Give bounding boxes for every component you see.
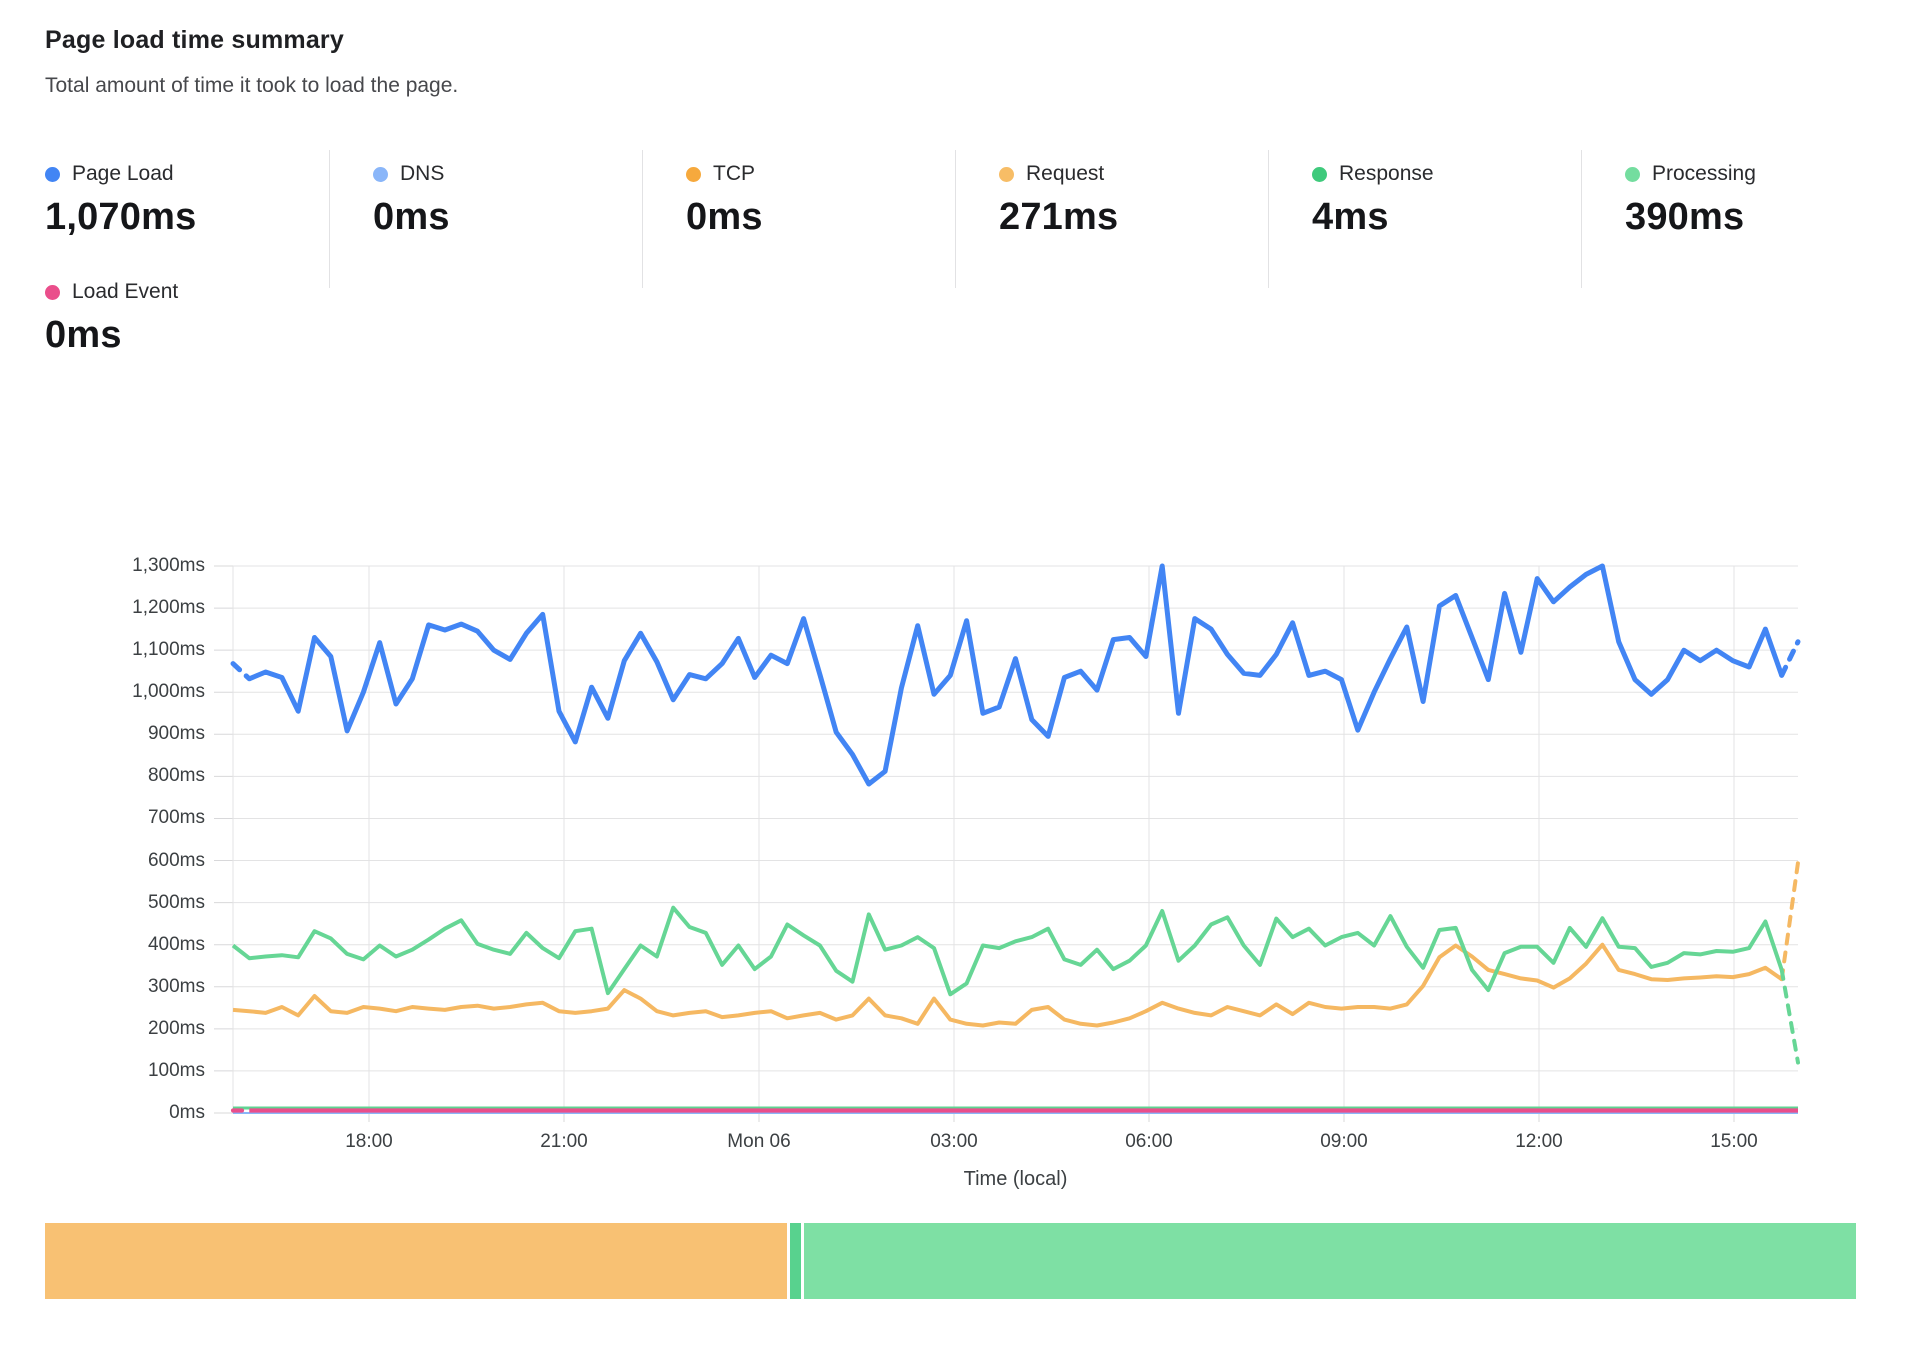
tcp-legend-dot-icon <box>686 166 701 182</box>
stat-value: 4ms <box>1312 196 1389 238</box>
stat-label: Response <box>1339 162 1434 185</box>
stat-column-response: Response 4ms <box>1268 150 1581 288</box>
stat-label: Processing <box>1652 162 1756 185</box>
stat-label: Load Event <box>72 280 179 303</box>
page-title: Page load time summary <box>45 26 344 54</box>
status-bar-segment-processing-share <box>804 1223 1856 1299</box>
stat-label: Request <box>1026 162 1105 185</box>
stat-value: 0ms <box>373 196 450 238</box>
series-processing-trail-dash <box>1779 967 1800 1065</box>
x-axis-tick-label: 15:00 <box>1710 1131 1758 1152</box>
processing-legend-dot-icon <box>1625 166 1640 182</box>
y-axis-tick-label: 700ms <box>147 807 205 829</box>
stat-column-request: Request 271ms <box>955 150 1268 288</box>
stat-value: 271ms <box>999 196 1119 238</box>
series-page-load-lead-dash <box>230 661 252 682</box>
y-axis-tick-label: 0ms <box>169 1102 205 1123</box>
x-axis-title: Time (local) <box>963 1168 1068 1190</box>
series-page-load-line <box>248 563 1785 787</box>
y-axis-tick-label: 1,000ms <box>132 681 205 703</box>
series-request-trail-dash <box>1779 860 1800 982</box>
stat-label: Page Load <box>72 162 174 185</box>
status-bar-segment-status-divider <box>790 1223 801 1299</box>
y-axis-tick-label: 900ms <box>147 723 205 745</box>
y-axis-tick-label: 300ms <box>147 975 205 997</box>
stat-column-tcp: TCP 0ms <box>642 150 955 288</box>
stats-row-secondary: Load Event 0ms <box>45 280 178 357</box>
x-axis-tick-label: 03:00 <box>930 1131 978 1152</box>
status-bar-segment-request-share <box>45 1223 787 1299</box>
y-axis-tick-label: 1,300ms <box>132 555 205 576</box>
y-axis-tick-label: 1,100ms <box>132 639 205 661</box>
stat-column-load-event: Load Event 0ms <box>45 280 178 357</box>
x-axis-tick-label: 18:00 <box>345 1131 393 1152</box>
x-axis-tick-label: Mon 06 <box>727 1131 791 1152</box>
load-event-legend-dot-icon <box>45 284 60 300</box>
response-legend-dot-icon <box>1312 166 1327 182</box>
y-axis-tick-label: 500ms <box>147 891 205 913</box>
y-axis-tick-label: 100ms <box>147 1059 205 1081</box>
y-axis-tick-label: 400ms <box>147 933 205 955</box>
stat-value: 390ms <box>1625 196 1745 238</box>
stat-value: 1,070ms <box>45 196 197 238</box>
y-axis-tick-label: 200ms <box>147 1017 205 1039</box>
y-axis-tick-label: 1,200ms <box>132 597 205 619</box>
stat-column-processing: Processing 390ms <box>1581 150 1871 288</box>
request-legend-dot-icon <box>999 166 1014 182</box>
x-axis-tick-label: 09:00 <box>1320 1131 1368 1152</box>
stat-column-dns: DNS 0ms <box>329 150 642 288</box>
stat-column-page-load: Page Load 1,070ms <box>45 150 329 288</box>
status-bar <box>45 1223 1856 1299</box>
y-axis-tick-label: 800ms <box>147 765 205 787</box>
x-axis-tick-label: 21:00 <box>540 1131 588 1152</box>
stat-label: TCP <box>713 162 755 185</box>
x-axis-tick-label: 06:00 <box>1125 1131 1173 1152</box>
stat-value: 0ms <box>45 314 122 356</box>
y-axis-tick-label: 600ms <box>147 849 205 871</box>
page-subtitle: Total amount of time it took to load the… <box>45 74 459 97</box>
stat-label: DNS <box>400 162 445 185</box>
page-load-legend-dot-icon <box>45 166 60 182</box>
series-request-line <box>232 942 1783 1028</box>
series-page-load-trail-dash <box>1779 639 1801 678</box>
series-processing-line <box>231 905 1784 997</box>
stats-row: Page Load 1,070ms DNS 0ms TCP 0ms Request 271ms… <box>45 150 1871 288</box>
dns-legend-dot-icon <box>373 166 388 182</box>
x-axis-tick-label: 12:00 <box>1515 1131 1563 1152</box>
stat-value: 0ms <box>686 196 763 238</box>
